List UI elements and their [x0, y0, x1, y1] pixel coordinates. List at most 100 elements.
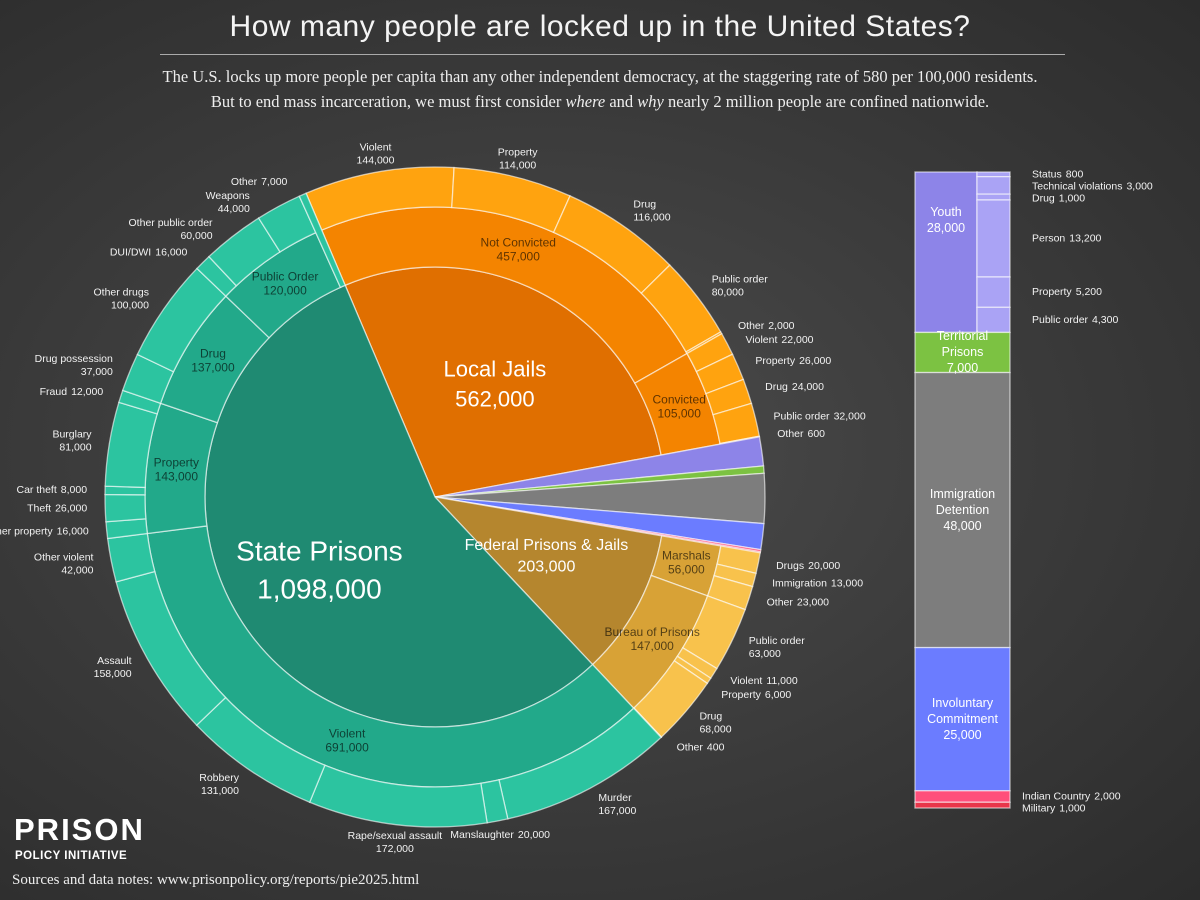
bar-side-label-name: Technical violations — [1032, 180, 1122, 192]
middle-label-value: 143,000 — [155, 470, 199, 484]
bar-side-label: Status 800 — [1032, 168, 1083, 180]
outer-label-value: 26,000 — [55, 502, 87, 514]
outer-label-name: Other — [231, 176, 258, 188]
bar-sub-segment — [976, 171, 1011, 178]
outer-label-name: Drugs — [776, 560, 804, 572]
bar-side-label: Technical violations 3,000 — [1032, 180, 1153, 192]
subtitle-text: where — [565, 92, 606, 111]
outer-label-value: 172,000 — [376, 843, 414, 855]
outer-label: Other 23,000 — [767, 596, 830, 608]
middle-label-name: Violent — [329, 727, 366, 741]
outer-label-name: Violent — [730, 675, 762, 687]
inner-label: Federal Prisons & Jails 203,000 — [465, 537, 629, 576]
bar-side-label-name: Property — [1032, 286, 1072, 298]
outer-label: Burglary 81,000 — [52, 428, 92, 453]
inner-label: Local Jails 562,000 — [444, 357, 547, 412]
outer-label: Murder 167,000 — [598, 792, 636, 817]
bar-sub-segment — [976, 276, 1011, 308]
bar-side-label-name: Military — [1022, 802, 1056, 814]
outer-label: Immigration 13,000 — [772, 577, 863, 589]
middle-label-name: Marshals — [662, 549, 711, 563]
bar-side-label-value: 1,000 — [1059, 802, 1085, 814]
middle-label: Bureau of Prisons 147,000 — [604, 625, 699, 653]
outer-label-name: Violent — [745, 334, 777, 346]
bar-label-name: Immigration Detention — [929, 487, 996, 518]
bar-label-value: 25,000 — [943, 728, 982, 743]
bar-side-label-value: 2,000 — [1094, 790, 1120, 802]
outer-label: Property 26,000 — [755, 355, 831, 367]
bar-label-name: Territorial Prisons — [936, 329, 989, 360]
subtitle-text: and — [605, 92, 638, 111]
outer-label-value: 16,000 — [155, 246, 187, 258]
bar-segment — [914, 171, 978, 334]
bar-side-label-name: Indian Country — [1022, 790, 1091, 802]
outer-label: Drugs 20,000 — [776, 560, 840, 572]
outer-label-value: 8,000 — [61, 484, 87, 496]
middle-label: Public Order 120,000 — [252, 270, 319, 298]
outer-label: Violent 144,000 — [357, 141, 395, 166]
middle-label-name: Public Order — [252, 270, 319, 284]
middle-label: Convicted 105,000 — [653, 393, 706, 421]
outer-label: Car theft 8,000 — [17, 484, 88, 496]
bar-label-value: 7,000 — [946, 361, 979, 376]
outer-label-value: 42,000 — [61, 564, 93, 576]
outer-label: Drug 116,000 — [633, 198, 670, 223]
outer-label-name: Other public order — [129, 217, 214, 229]
outer-label-value: 158,000 — [94, 668, 132, 680]
outer-label: DUI/DWI 16,000 — [110, 246, 188, 258]
outer-label-name: Violent — [360, 141, 392, 153]
outer-label-value: 6,000 — [765, 689, 791, 701]
outer-label: Other 400 — [677, 741, 725, 753]
bar-side-label: Property 5,200 — [1032, 286, 1102, 298]
middle-label-name: Convicted — [653, 393, 706, 407]
outer-label: Drug 24,000 — [765, 381, 824, 393]
bar-side-label-name: Status — [1032, 168, 1062, 180]
outer-label-value: 114,000 — [499, 159, 536, 171]
outer-label-name: Property — [498, 146, 538, 158]
middle-label-name: Drug — [200, 347, 226, 361]
outer-label: Weapons 44,000 — [206, 190, 250, 215]
subtitle-line: The U.S. locks up more people per capita… — [0, 64, 1200, 89]
middle-label-name: Property — [154, 456, 199, 470]
outer-label-name: Assault — [97, 655, 132, 667]
chart-title: How many people are locked up in the Uni… — [229, 10, 971, 43]
outer-label: Property 114,000 — [498, 146, 538, 171]
outer-label: Violent 22,000 — [745, 334, 813, 346]
subtitle-text: nearly 2 million people are confined nat… — [663, 92, 990, 111]
middle-label-value: 120,000 — [263, 284, 307, 298]
outer-label-name: Manslaughter — [450, 829, 514, 841]
outer-label: Violent 11,000 — [730, 675, 797, 687]
subtitle: The U.S. locks up more people per capita… — [0, 64, 1200, 114]
middle-label-value: 147,000 — [630, 639, 674, 653]
inner-label: State Prisons 1,098,000 — [236, 536, 403, 605]
outer-label-value: 68,000 — [699, 723, 731, 735]
outer-label-name: Other property — [0, 525, 53, 537]
middle-label: Not Convicted 457,000 — [481, 236, 556, 264]
source: Sources and data notes: www.prisonpolicy… — [12, 872, 420, 888]
bar-sub-segment — [976, 176, 1011, 195]
subtitle-text: But to end mass incarceration, we must f… — [210, 92, 566, 111]
outer-label: Assault 158,000 — [94, 655, 132, 680]
title-rule — [160, 54, 1065, 55]
outer-label-name: Public order — [749, 635, 806, 647]
outer-label: Other property 16,000 — [0, 525, 89, 537]
outer-label: Fraud 12,000 — [40, 386, 104, 398]
outer-label-value: 12,000 — [71, 386, 103, 398]
outer-label-name: Immigration — [772, 577, 827, 589]
outer-label-name: Property — [755, 355, 795, 367]
outer-label-name: Robbery — [199, 772, 239, 784]
outer-label-value: 37,000 — [81, 366, 113, 378]
bar-side-label: Military 1,000 — [1022, 802, 1086, 814]
inner-label-name: Local Jails — [444, 357, 547, 382]
subtitle-line: But to end mass incarceration, we must f… — [0, 89, 1200, 114]
middle-label: Violent 691,000 — [325, 727, 369, 755]
subtitle-text: why — [637, 92, 664, 111]
outer-label: Other drugs 100,000 — [94, 286, 150, 311]
outer-label-name: Other violent — [34, 551, 94, 563]
bar-label: Youth 28,000 — [915, 172, 977, 268]
outer-label: Other public order 60,000 — [129, 217, 214, 242]
middle-label-value: 137,000 — [191, 361, 235, 375]
bar-label-value: 48,000 — [943, 519, 982, 534]
outer-label: Other 600 — [777, 428, 825, 440]
bar-side-label: Drug 1,000 — [1032, 192, 1085, 204]
